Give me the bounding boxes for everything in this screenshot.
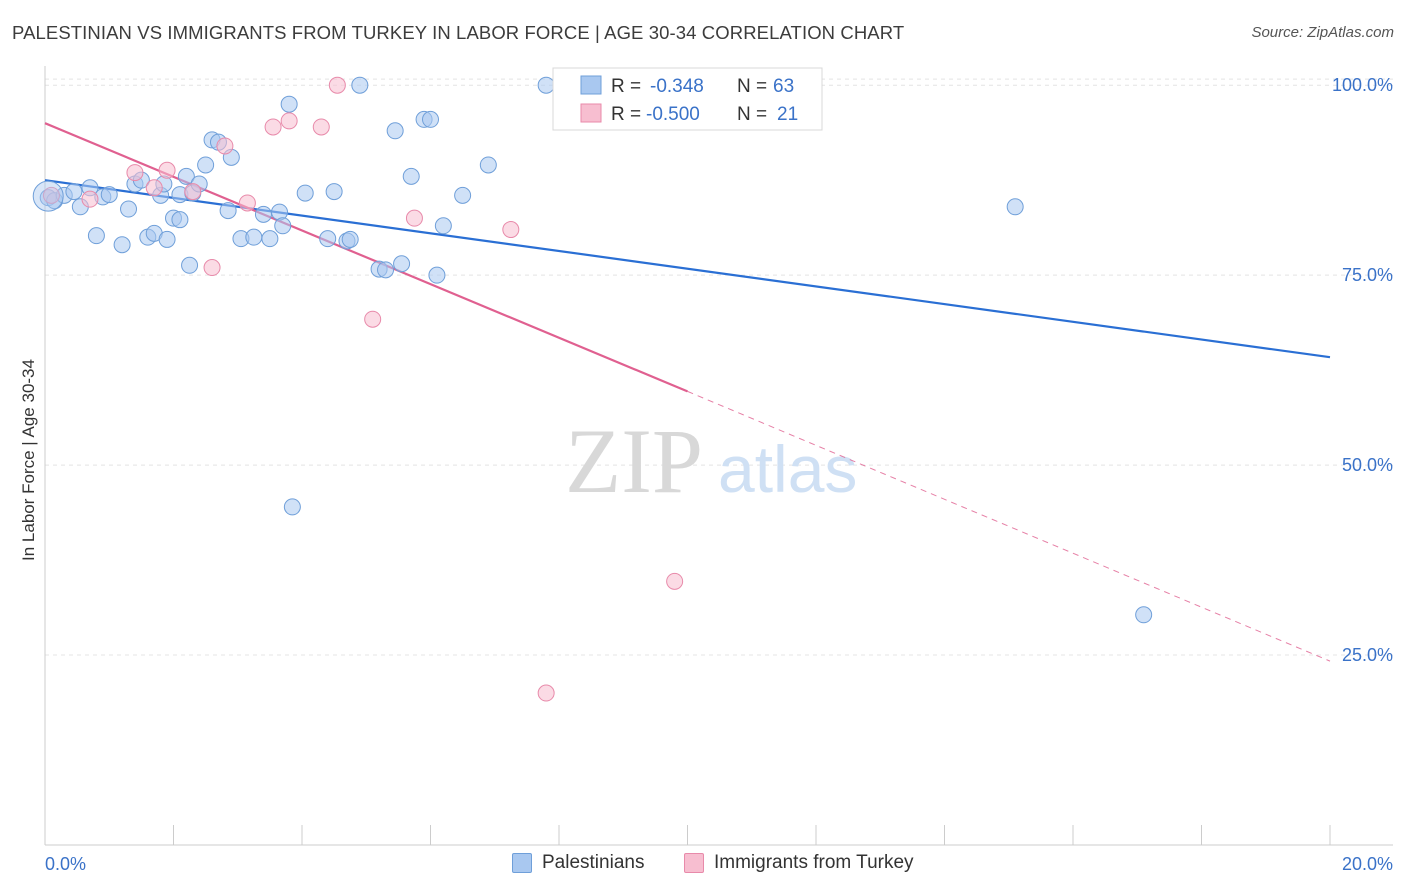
data-point [197, 156, 215, 174]
y-tick-label: 50.0% [1342, 455, 1393, 475]
data-point [364, 310, 382, 328]
data-point [537, 76, 555, 94]
trend-line-2 [44, 122, 688, 393]
y-axis-label: In Labor Force | Age 30-34 [19, 359, 38, 561]
chart-title: PALESTINIAN VS IMMIGRANTS FROM TURKEY IN… [12, 22, 905, 43]
data-point [87, 227, 105, 245]
legend-item-palestinians[interactable]: Palestinians [512, 852, 644, 874]
tick-labels: 25.0% 50.0% 75.0% 100.0% 0.0% 20.0% [45, 75, 1393, 874]
data-point [280, 95, 298, 113]
data-point [264, 118, 282, 136]
data-point [454, 186, 472, 204]
legend-item-turkey[interactable]: Immigrants from Turkey [684, 852, 914, 874]
stats-r-label-2: R = [611, 104, 641, 125]
data-point [216, 137, 234, 155]
data-point [422, 110, 439, 128]
data-point [351, 76, 369, 94]
trend-line-1 [44, 179, 1331, 359]
data-point [328, 76, 346, 94]
data-point [280, 112, 298, 130]
data-point [65, 183, 83, 201]
trend-lines [44, 122, 1331, 662]
data-point [177, 167, 195, 185]
data-point [537, 684, 555, 702]
y-tick-label: 100.0% [1332, 75, 1393, 95]
stats-legend: R = -0.348 N = 63 R = -0.500 N = 21 [552, 67, 823, 131]
data-point [158, 230, 176, 248]
data-point [402, 167, 420, 185]
stats-n-value-2: 21 [777, 104, 798, 125]
data-point [325, 183, 343, 201]
legend-label-palestinians: Palestinians [542, 852, 645, 873]
data-point [319, 230, 337, 248]
legend-swatch-pink [684, 853, 704, 873]
data-point [42, 186, 60, 204]
data-point [145, 179, 163, 197]
data-point [100, 186, 118, 204]
data-points [32, 76, 1153, 702]
data-point [245, 228, 263, 246]
stats-r-value-1: -0.348 [650, 76, 704, 97]
data-point [238, 194, 256, 212]
stats-legend-swatch-blue [580, 75, 602, 95]
data-point [479, 156, 497, 174]
data-point [428, 266, 446, 284]
stats-n-label-1: N = [737, 76, 767, 97]
data-point [274, 217, 292, 235]
data-point [283, 498, 301, 516]
stats-n-value-1: 63 [773, 76, 794, 97]
data-point [393, 255, 411, 273]
data-point [126, 164, 144, 182]
data-point [296, 184, 314, 202]
data-point [434, 217, 452, 235]
data-point [666, 572, 684, 590]
series-1-points [39, 76, 1153, 624]
watermark-zip: ZIP [565, 410, 703, 512]
data-point [312, 118, 330, 136]
data-point [405, 209, 423, 227]
data-point [120, 200, 138, 218]
data-point [1135, 606, 1153, 624]
data-point [219, 202, 237, 220]
data-point [181, 256, 199, 274]
data-point [377, 261, 395, 279]
watermark-atlas: atlas [718, 432, 857, 506]
x-tick-label-max: 20.0% [1342, 854, 1393, 874]
data-point [158, 161, 176, 179]
source-label: Source: ZipAtlas.com [1251, 24, 1394, 41]
data-point [386, 122, 404, 140]
legend-label-turkey: Immigrants from Turkey [714, 852, 914, 873]
data-point [502, 221, 520, 239]
series-2-points [42, 76, 684, 702]
data-point [81, 190, 99, 208]
data-point [261, 230, 279, 248]
data-point [113, 236, 131, 254]
series-legend: Palestinians Immigrants from Turkey [0, 852, 1406, 878]
gridlines [45, 78, 1393, 656]
data-point [171, 211, 189, 229]
data-point-large [32, 180, 64, 212]
watermark: ZIP atlas [565, 410, 857, 512]
trend-line-extension-2 [687, 390, 1331, 662]
y-tick-label: 25.0% [1342, 645, 1393, 665]
legend-swatch-blue [512, 853, 532, 873]
stats-r-value-2: -0.500 [646, 104, 700, 125]
stats-r-label-1: R = [611, 76, 641, 97]
stats-n-label-2: N = [737, 104, 767, 125]
y-tick-label: 75.0% [1342, 265, 1393, 285]
data-point [1006, 198, 1024, 216]
data-point [254, 205, 272, 223]
data-point [184, 183, 202, 201]
data-point [203, 259, 221, 277]
data-point [341, 230, 359, 248]
x-tick-label-min: 0.0% [45, 854, 86, 874]
stats-legend-swatch-pink [580, 103, 602, 123]
